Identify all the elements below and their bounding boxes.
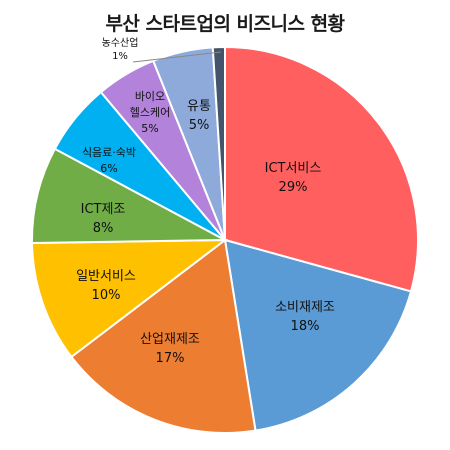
- slice-value-label: 29%: [279, 180, 308, 195]
- slice-label-3: 산업재제조 17%: [140, 332, 200, 366]
- slice-category-label: 헬스케어: [130, 106, 170, 119]
- pie-slice-5: [31, 147, 229, 245]
- leader-line-9: [132, 51, 222, 63]
- slice-value-label: 10%: [92, 288, 121, 303]
- slice-value-label: 17%: [156, 351, 185, 366]
- slice-label-5: ICT제조 8%: [81, 202, 126, 236]
- slice-value-label: 8%: [93, 221, 114, 236]
- slice-value-label: 1%: [112, 51, 128, 62]
- pie-slice-4: [31, 238, 229, 359]
- slice-category-label: 일반서비스: [76, 269, 136, 284]
- slice-label-9: 농수산업 1%: [102, 36, 139, 62]
- slice-label-6: 식음료·숙박 6%: [82, 146, 136, 175]
- slice-category-label: 소비재제조: [275, 300, 335, 315]
- slice-category-label: 바이오: [135, 90, 165, 103]
- slice-labels: ICT서비스 29% 소비재제조 18% 산업재제조 17% 일반서비스 10% ICT제조 8%…: [76, 36, 335, 366]
- slice-value-label: 6%: [100, 162, 117, 175]
- slice-value-label: 5%: [141, 122, 158, 135]
- slice-label-1: ICT서비스 29%: [265, 161, 322, 195]
- slice-value-label: 5%: [189, 118, 210, 133]
- slice-value-label: 18%: [291, 319, 320, 334]
- slice-category-label: 식음료·숙박: [82, 146, 136, 159]
- chart-title: 부산 스타트업의 비즈니스 현황: [105, 13, 345, 35]
- slice-category-label: 농수산업: [102, 36, 139, 49]
- pie-slice-2: [223, 238, 413, 432]
- slice-category-label: ICT제조: [81, 202, 126, 217]
- pie-slice-3: [70, 238, 257, 434]
- slice-label-4: 일반서비스 10%: [76, 269, 136, 303]
- slice-category-label: ICT서비스: [265, 161, 322, 176]
- slice-label-2: 소비재제조 18%: [275, 300, 335, 334]
- slice-label-8: 유통 5%: [187, 99, 211, 133]
- slice-category-label: 유통: [187, 99, 211, 114]
- pie-slices: [31, 45, 419, 434]
- pie-slice-1: [224, 45, 419, 293]
- slice-category-label: 산업재제조: [140, 332, 200, 347]
- leader-lines: [132, 51, 222, 63]
- pie-slice-9: [211, 45, 226, 241]
